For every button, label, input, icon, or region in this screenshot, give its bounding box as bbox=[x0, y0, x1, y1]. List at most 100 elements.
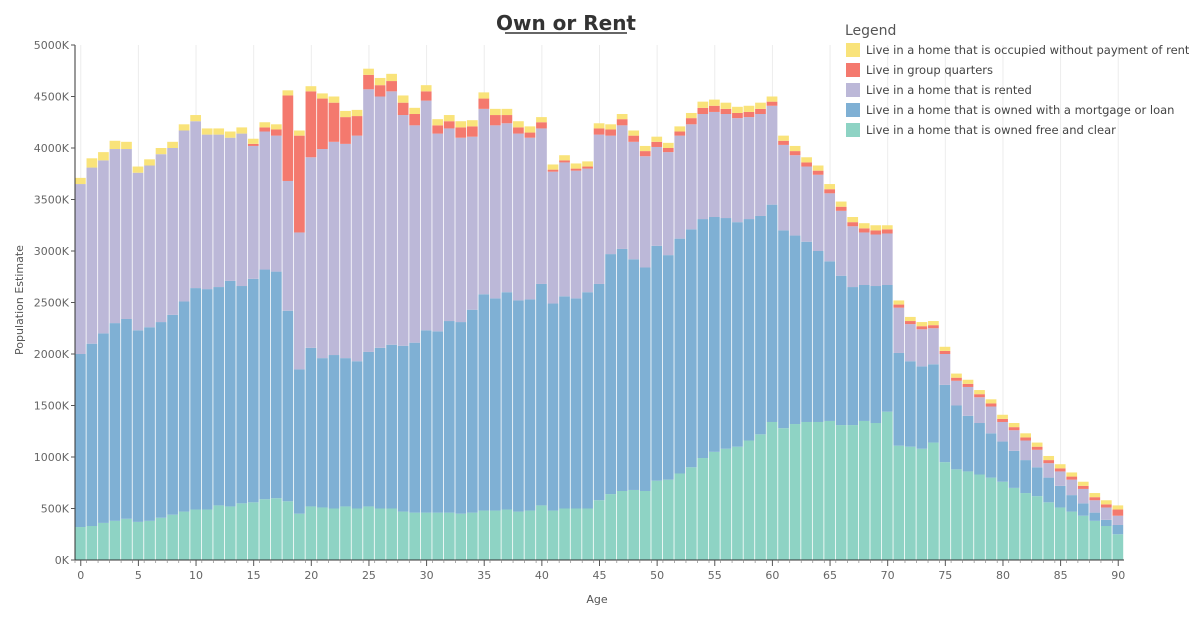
bar-segment-series-0-age-29 bbox=[409, 512, 421, 560]
bar-segment-series-2-age-26 bbox=[374, 96, 386, 348]
bar-segment-series-3-age-40 bbox=[536, 122, 547, 129]
bar-segment-series-3-age-49 bbox=[639, 151, 651, 157]
bar-segment-series-1-age-50 bbox=[651, 245, 663, 481]
bar-segment-series-3-age-58 bbox=[743, 111, 755, 118]
y-tick-label: 1500K bbox=[34, 400, 70, 413]
bar-segment-series-4-age-80 bbox=[997, 414, 1008, 419]
bar-segment-series-4-age-43 bbox=[570, 163, 582, 169]
bar-segment-series-3-age-36 bbox=[489, 115, 501, 126]
bar-segment-series-0-age-52 bbox=[674, 473, 686, 560]
bar-segment-series-4-age-60 bbox=[766, 96, 778, 102]
bar-segment-series-0-age-49 bbox=[639, 490, 651, 560]
bar-segment-series-4-age-4 bbox=[121, 141, 132, 150]
bar-segment-series-3-age-56 bbox=[720, 108, 732, 115]
bar-segment-series-1-age-24 bbox=[351, 361, 363, 509]
bar-segment-series-4-age-18 bbox=[282, 90, 294, 96]
bar-segment-series-0-age-6 bbox=[144, 520, 155, 560]
bar-segment-series-3-age-65 bbox=[824, 189, 836, 194]
bar-segment-series-2-age-45 bbox=[593, 134, 605, 284]
legend-swatch bbox=[846, 43, 860, 57]
bar-segment-series-2-age-24 bbox=[351, 135, 363, 362]
bar-segment-series-2-age-75 bbox=[939, 354, 951, 385]
bar-segment-series-1-age-57 bbox=[732, 222, 743, 447]
bar-segment-series-2-age-80 bbox=[997, 421, 1008, 442]
bar-segment-series-2-age-64 bbox=[812, 174, 824, 251]
bar-segment-series-0-age-15 bbox=[247, 502, 259, 560]
bar-segment-series-0-age-5 bbox=[132, 521, 144, 560]
x-tick-label: 60 bbox=[765, 569, 779, 582]
bar-segment-series-4-age-26 bbox=[374, 77, 386, 86]
bar-segment-series-2-age-42 bbox=[559, 162, 570, 297]
bar-segment-series-2-age-61 bbox=[778, 144, 789, 231]
bar-segment-series-0-age-83 bbox=[1031, 496, 1043, 560]
bar-segment-series-2-age-33 bbox=[455, 137, 467, 323]
bar-segment-series-0-age-0 bbox=[75, 527, 86, 560]
x-tick-label: 45 bbox=[593, 569, 607, 582]
bar-segment-series-0-age-77 bbox=[962, 471, 974, 560]
bar-segment-series-4-age-71 bbox=[893, 300, 905, 305]
bar-segment-series-0-age-14 bbox=[236, 503, 248, 560]
bar-segment-series-0-age-48 bbox=[628, 489, 640, 560]
bar-segment-series-0-age-65 bbox=[824, 420, 836, 560]
bar-segment-series-0-age-38 bbox=[513, 511, 524, 560]
bar-segment-series-0-age-68 bbox=[858, 420, 870, 560]
bar-segment-series-4-age-28 bbox=[397, 95, 409, 103]
bar-segment-series-3-age-28 bbox=[397, 102, 409, 116]
bar-segment-series-0-age-88 bbox=[1089, 520, 1101, 560]
bar-segment-series-4-age-25 bbox=[363, 68, 374, 75]
bar-segment-series-3-age-59 bbox=[755, 108, 766, 115]
bar-segment-series-4-age-44 bbox=[582, 161, 593, 167]
bar-segment-series-4-age-13 bbox=[224, 131, 236, 138]
bar-segment-series-3-age-24 bbox=[351, 116, 363, 136]
bar-segment-series-4-age-27 bbox=[386, 73, 397, 82]
bar-segment-series-0-age-23 bbox=[340, 506, 351, 560]
bar-segment-series-0-age-71 bbox=[893, 445, 905, 560]
bar-segment-series-0-age-30 bbox=[420, 512, 432, 560]
bar-segment-series-0-age-19 bbox=[294, 513, 305, 560]
bar-segment-series-4-age-51 bbox=[662, 142, 674, 148]
bar-segment-series-2-age-38 bbox=[513, 133, 524, 301]
bar-segment-series-2-age-85 bbox=[1054, 471, 1066, 486]
bar-segment-series-4-age-31 bbox=[432, 119, 444, 126]
bar-segment-series-2-age-18 bbox=[282, 180, 294, 311]
bar-segment-series-3-age-32 bbox=[443, 121, 455, 129]
bar-segment-series-4-age-68 bbox=[858, 223, 870, 229]
bar-segment-series-0-age-89 bbox=[1100, 526, 1112, 560]
bar-segment-series-2-age-27 bbox=[386, 91, 397, 345]
bar-segment-series-4-age-55 bbox=[709, 99, 720, 106]
bar-segment-series-3-age-26 bbox=[374, 85, 386, 97]
bar-segment-series-4-age-46 bbox=[605, 124, 616, 130]
bar-segment-series-0-age-45 bbox=[593, 500, 605, 560]
bar-segment-series-3-age-35 bbox=[478, 98, 490, 109]
bar-segment-series-3-age-62 bbox=[789, 151, 801, 156]
bar-segment-series-4-age-42 bbox=[559, 155, 570, 161]
chart-title: Own or Rent bbox=[496, 11, 636, 35]
bar-segment-series-0-age-27 bbox=[386, 508, 397, 560]
bar-segment-series-3-age-43 bbox=[570, 168, 582, 171]
bar-segment-series-1-age-43 bbox=[570, 298, 582, 509]
bar-segment-series-1-age-16 bbox=[259, 269, 271, 500]
bar-segment-series-2-age-83 bbox=[1031, 449, 1043, 468]
bar-segment-series-3-age-64 bbox=[812, 170, 824, 175]
bar-segment-series-1-age-37 bbox=[501, 292, 513, 510]
bar-segment-series-2-age-65 bbox=[824, 193, 836, 262]
bar-segment-series-1-age-25 bbox=[363, 351, 374, 507]
bar-segment-series-2-age-86 bbox=[1066, 479, 1078, 496]
bar-segment-series-3-age-72 bbox=[904, 321, 916, 325]
x-tick-label: 35 bbox=[477, 569, 491, 582]
bar-segment-series-3-age-85 bbox=[1054, 468, 1066, 472]
bar-segment-series-4-age-41 bbox=[547, 164, 559, 170]
bar-segment-series-4-age-12 bbox=[213, 128, 225, 135]
bar-segment-series-4-age-24 bbox=[351, 109, 363, 117]
bar-segment-series-1-age-28 bbox=[397, 345, 409, 512]
bar-segment-series-1-age-59 bbox=[755, 215, 766, 435]
bar-segment-series-4-age-66 bbox=[835, 201, 847, 207]
bar-segment-series-4-age-34 bbox=[466, 120, 478, 127]
bar-segment-series-2-age-51 bbox=[662, 152, 674, 256]
bar-segment-series-2-age-1 bbox=[86, 167, 98, 344]
bar-segment-series-0-age-55 bbox=[709, 451, 720, 560]
bar-segment-series-1-age-62 bbox=[789, 235, 801, 425]
legend-item-label: Live in a home that is rented bbox=[866, 83, 1032, 97]
bar-segment-series-4-age-1 bbox=[86, 158, 98, 168]
